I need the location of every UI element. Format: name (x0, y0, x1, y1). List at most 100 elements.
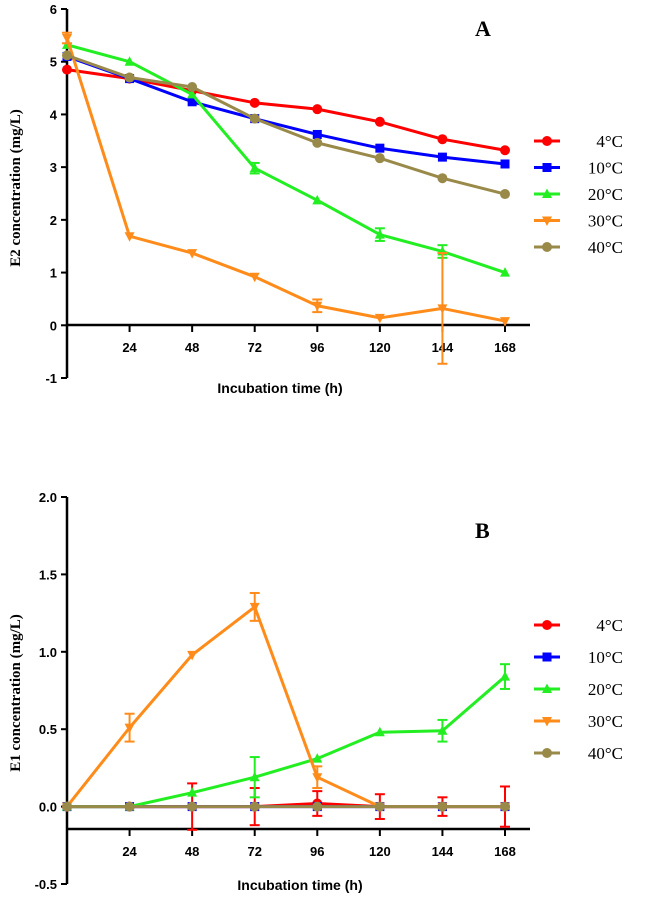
data-point (500, 671, 510, 681)
legend-label: 4°C (596, 616, 623, 635)
y-tick-label: 2 (50, 213, 57, 228)
y-tick-label: 0 (50, 318, 57, 333)
series-line (65, 605, 505, 809)
legend-marker (542, 717, 552, 727)
data-point (124, 56, 135, 66)
y-tick-label: 0.5 (39, 722, 57, 737)
legend-label: 10°C (588, 648, 623, 667)
x-axis-label-b: Incubation time (h) (237, 877, 362, 893)
x-tick-label: 72 (247, 340, 261, 355)
series-line (66, 53, 506, 196)
y-tick-label: 4 (50, 107, 58, 122)
data-point (312, 301, 323, 312)
x-tick-label: 120 (369, 340, 391, 355)
panel-label-a: A (475, 16, 491, 41)
x-tick-label: 96 (310, 844, 324, 859)
series-b-3 (62, 591, 510, 813)
x-axis-label-a: Incubation time (h) (217, 380, 342, 396)
data-point (312, 104, 323, 115)
y-tick-label: 6 (50, 2, 57, 17)
legend-label: 10°C (588, 159, 623, 178)
chart-panel-a: A Incubation time (h) E2 concentration (… (8, 2, 623, 396)
data-point (437, 725, 448, 735)
y-tick-label: 0.0 (39, 800, 57, 815)
data-point (249, 801, 260, 812)
data-point (500, 801, 510, 812)
legend-marker (542, 216, 552, 226)
legend-label: 40°C (588, 238, 623, 257)
data-point (187, 249, 198, 259)
data-point (312, 801, 323, 812)
data-point (62, 801, 72, 812)
data-point (437, 152, 447, 162)
x-tick-label: 168 (494, 340, 516, 355)
data-point (374, 801, 385, 812)
x-tick-label: 24 (122, 340, 137, 355)
x-tick-label: 120 (369, 844, 391, 859)
data-point (374, 726, 385, 737)
data-point (312, 137, 323, 148)
legend-label: 40°C (588, 744, 623, 763)
x-tick-label: 72 (247, 844, 261, 859)
data-point (62, 50, 72, 61)
x-tick-label: 24 (122, 844, 137, 859)
data-point (249, 602, 260, 613)
y-tick-label: 1.0 (39, 645, 57, 660)
data-point (249, 113, 260, 124)
x-tick-label: 144 (432, 844, 454, 859)
legend-marker (542, 652, 552, 662)
data-point (187, 97, 197, 107)
data-point (500, 317, 510, 327)
legend-marker (542, 242, 552, 252)
y-tick-label: 1.5 (39, 567, 57, 582)
series-line (65, 37, 506, 323)
x-tick-label: 48 (185, 844, 199, 859)
series-a-1 (62, 51, 510, 169)
panel-label-b: B (475, 518, 490, 543)
series-line (66, 55, 506, 166)
x-tick-label: 48 (185, 340, 199, 355)
data-point (437, 134, 448, 145)
data-point (249, 97, 260, 108)
series-a-3 (62, 31, 510, 365)
data-point (62, 64, 72, 75)
chart-panel-b: B Incubation time (h) E1 concentration (… (8, 490, 623, 893)
data-point (375, 143, 385, 153)
data-point (124, 232, 135, 242)
legend-marker (542, 683, 552, 693)
data-point (187, 88, 198, 99)
data-point (124, 801, 135, 812)
legend-label: 4°C (596, 132, 623, 151)
legend-marker (542, 748, 552, 758)
data-point (500, 267, 510, 277)
data-point (437, 173, 448, 184)
legend-label: 20°C (588, 185, 623, 204)
data-point (187, 82, 198, 93)
y-tick-label: -0.5 (35, 877, 57, 892)
y-tick-label: 5 (50, 55, 57, 70)
y-axis-label-b: E1 concentration (mg/L) (8, 614, 24, 771)
data-point (124, 723, 135, 734)
series-line (66, 43, 506, 274)
data-point (437, 304, 448, 314)
data-point (187, 650, 198, 661)
data-point (374, 313, 385, 324)
y-axis-label-a: E2 concentration (mg/L) (8, 109, 24, 266)
data-point (249, 771, 260, 782)
data-point (374, 229, 385, 239)
data-point (374, 116, 385, 127)
data-point (500, 145, 510, 156)
data-point (187, 801, 198, 812)
data-point (312, 129, 322, 139)
x-tick-label: 96 (310, 340, 324, 355)
legend-b: 4°C 10°C 20°C 30°C 40°C (534, 616, 623, 763)
series-line (67, 675, 506, 809)
legend-marker (542, 620, 552, 630)
data-point (312, 773, 323, 783)
y-tick-label: 1 (50, 266, 57, 281)
legend-marker (542, 163, 552, 172)
data-point (249, 162, 260, 173)
data-point (500, 159, 510, 169)
y-tick-label: -1 (45, 371, 57, 386)
